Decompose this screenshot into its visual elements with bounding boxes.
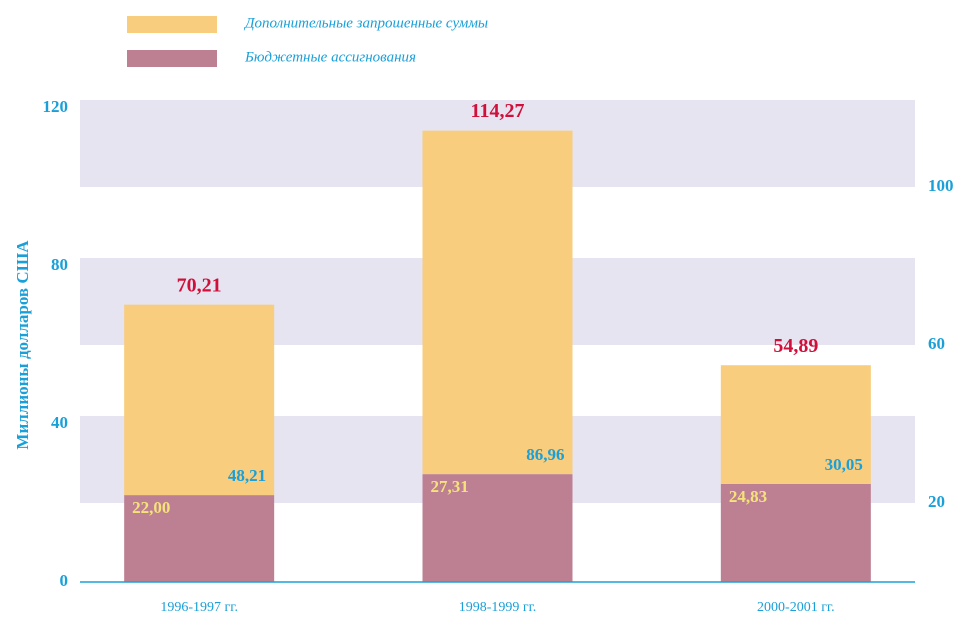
y-tick-label: 0 (60, 571, 69, 590)
total-label: 114,27 (471, 100, 525, 122)
legend-swatch (127, 16, 217, 33)
value-label: 22,00 (132, 498, 170, 517)
total-label: 54,89 (773, 335, 818, 357)
bar-segment (720, 365, 871, 484)
value-label: 27,31 (431, 477, 469, 496)
y-axis-label: Миллионы долларов США (13, 240, 32, 450)
bar-segment (124, 304, 275, 496)
value-label: 30,05 (825, 455, 863, 474)
legend-swatch (127, 50, 217, 67)
value-label: 48,21 (228, 466, 266, 485)
y-tick-label: 40 (51, 413, 68, 432)
y2-tick-label: 60 (928, 334, 945, 353)
legend-label: Дополнительные запрошенные суммы (243, 15, 488, 31)
y2-tick-label: 100 (928, 176, 954, 195)
x-tick-label: 1996-1997 гг. (160, 600, 238, 615)
x-tick-label: 2000-2001 гг. (757, 600, 835, 615)
total-label: 70,21 (177, 274, 222, 296)
x-tick-label: 1998-1999 гг. (459, 600, 537, 615)
legend-label: Бюджетные ассигнования (244, 49, 416, 65)
bar-segment (422, 130, 573, 475)
y-tick-label: 120 (43, 97, 69, 116)
y2-tick-label: 20 (928, 492, 945, 511)
bar-segment (720, 483, 871, 582)
y-tick-label: 80 (51, 255, 68, 274)
bar-segment (124, 495, 275, 582)
value-label: 24,83 (729, 487, 767, 506)
value-label: 86,96 (526, 445, 564, 464)
bar-segment (422, 474, 573, 582)
